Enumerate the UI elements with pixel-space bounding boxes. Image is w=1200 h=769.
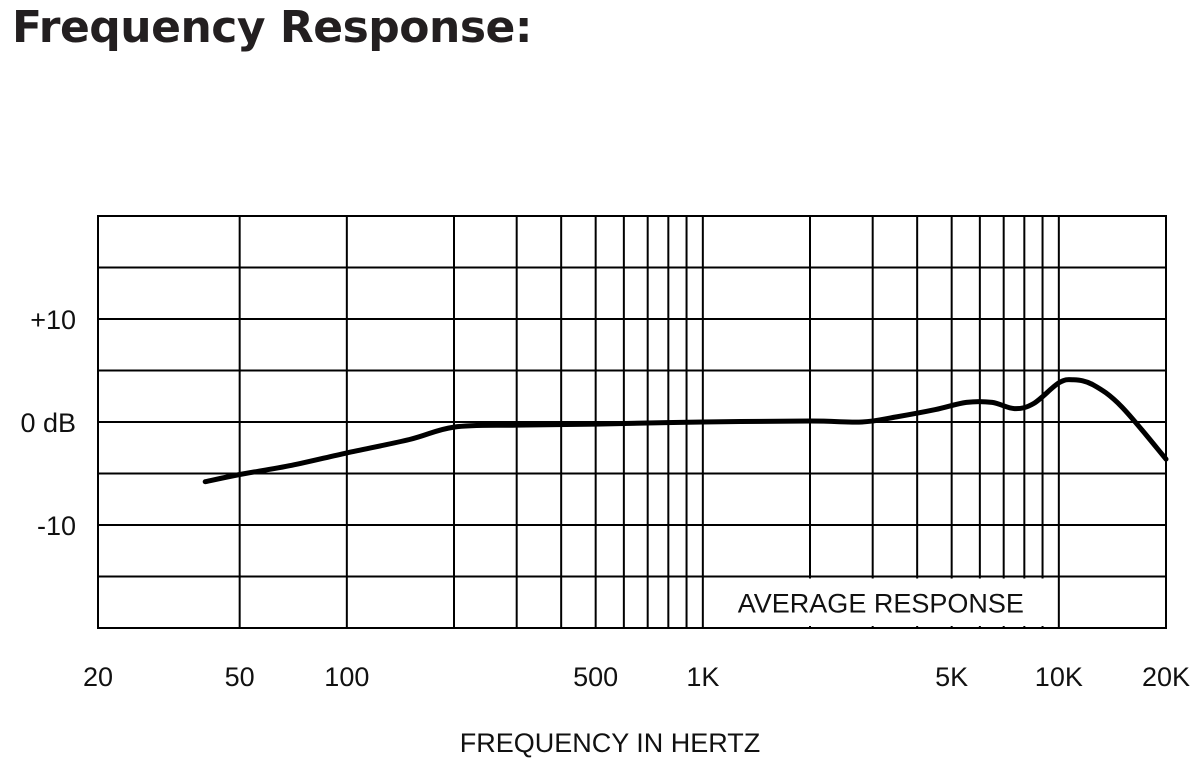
series-group	[202, 377, 1169, 485]
x-tick-label: 5K	[935, 662, 968, 692]
average-response-annotation: AVERAGE RESPONSE	[738, 588, 1024, 618]
response-curve	[202, 377, 1169, 485]
page-title: Frequency Response:	[12, 2, 532, 53]
y-tick-label: +10	[30, 305, 76, 335]
x-tick-label: 20K	[1142, 662, 1190, 692]
x-tick-label: 20	[83, 662, 113, 692]
x-tick-label: 500	[573, 662, 618, 692]
x-tick-label: 10K	[1035, 662, 1083, 692]
x-axis-label: FREQUENCY IN HERTZ	[460, 728, 761, 758]
x-tick-label: 100	[324, 662, 369, 692]
x-tick-label: 50	[225, 662, 255, 692]
y-tick-label: -10	[37, 511, 76, 541]
y-tick-labels: +10 0 dB -10	[20, 305, 76, 541]
x-tick-label: 1K	[686, 662, 719, 692]
annotation-box: AVERAGE RESPONSE	[704, 578, 1057, 626]
plot-frame	[97, 215, 1167, 629]
y-tick-label: 0 dB	[20, 408, 76, 438]
x-tick-labels: 20 50 100 500 1K 5K 10K 20K	[83, 662, 1190, 692]
